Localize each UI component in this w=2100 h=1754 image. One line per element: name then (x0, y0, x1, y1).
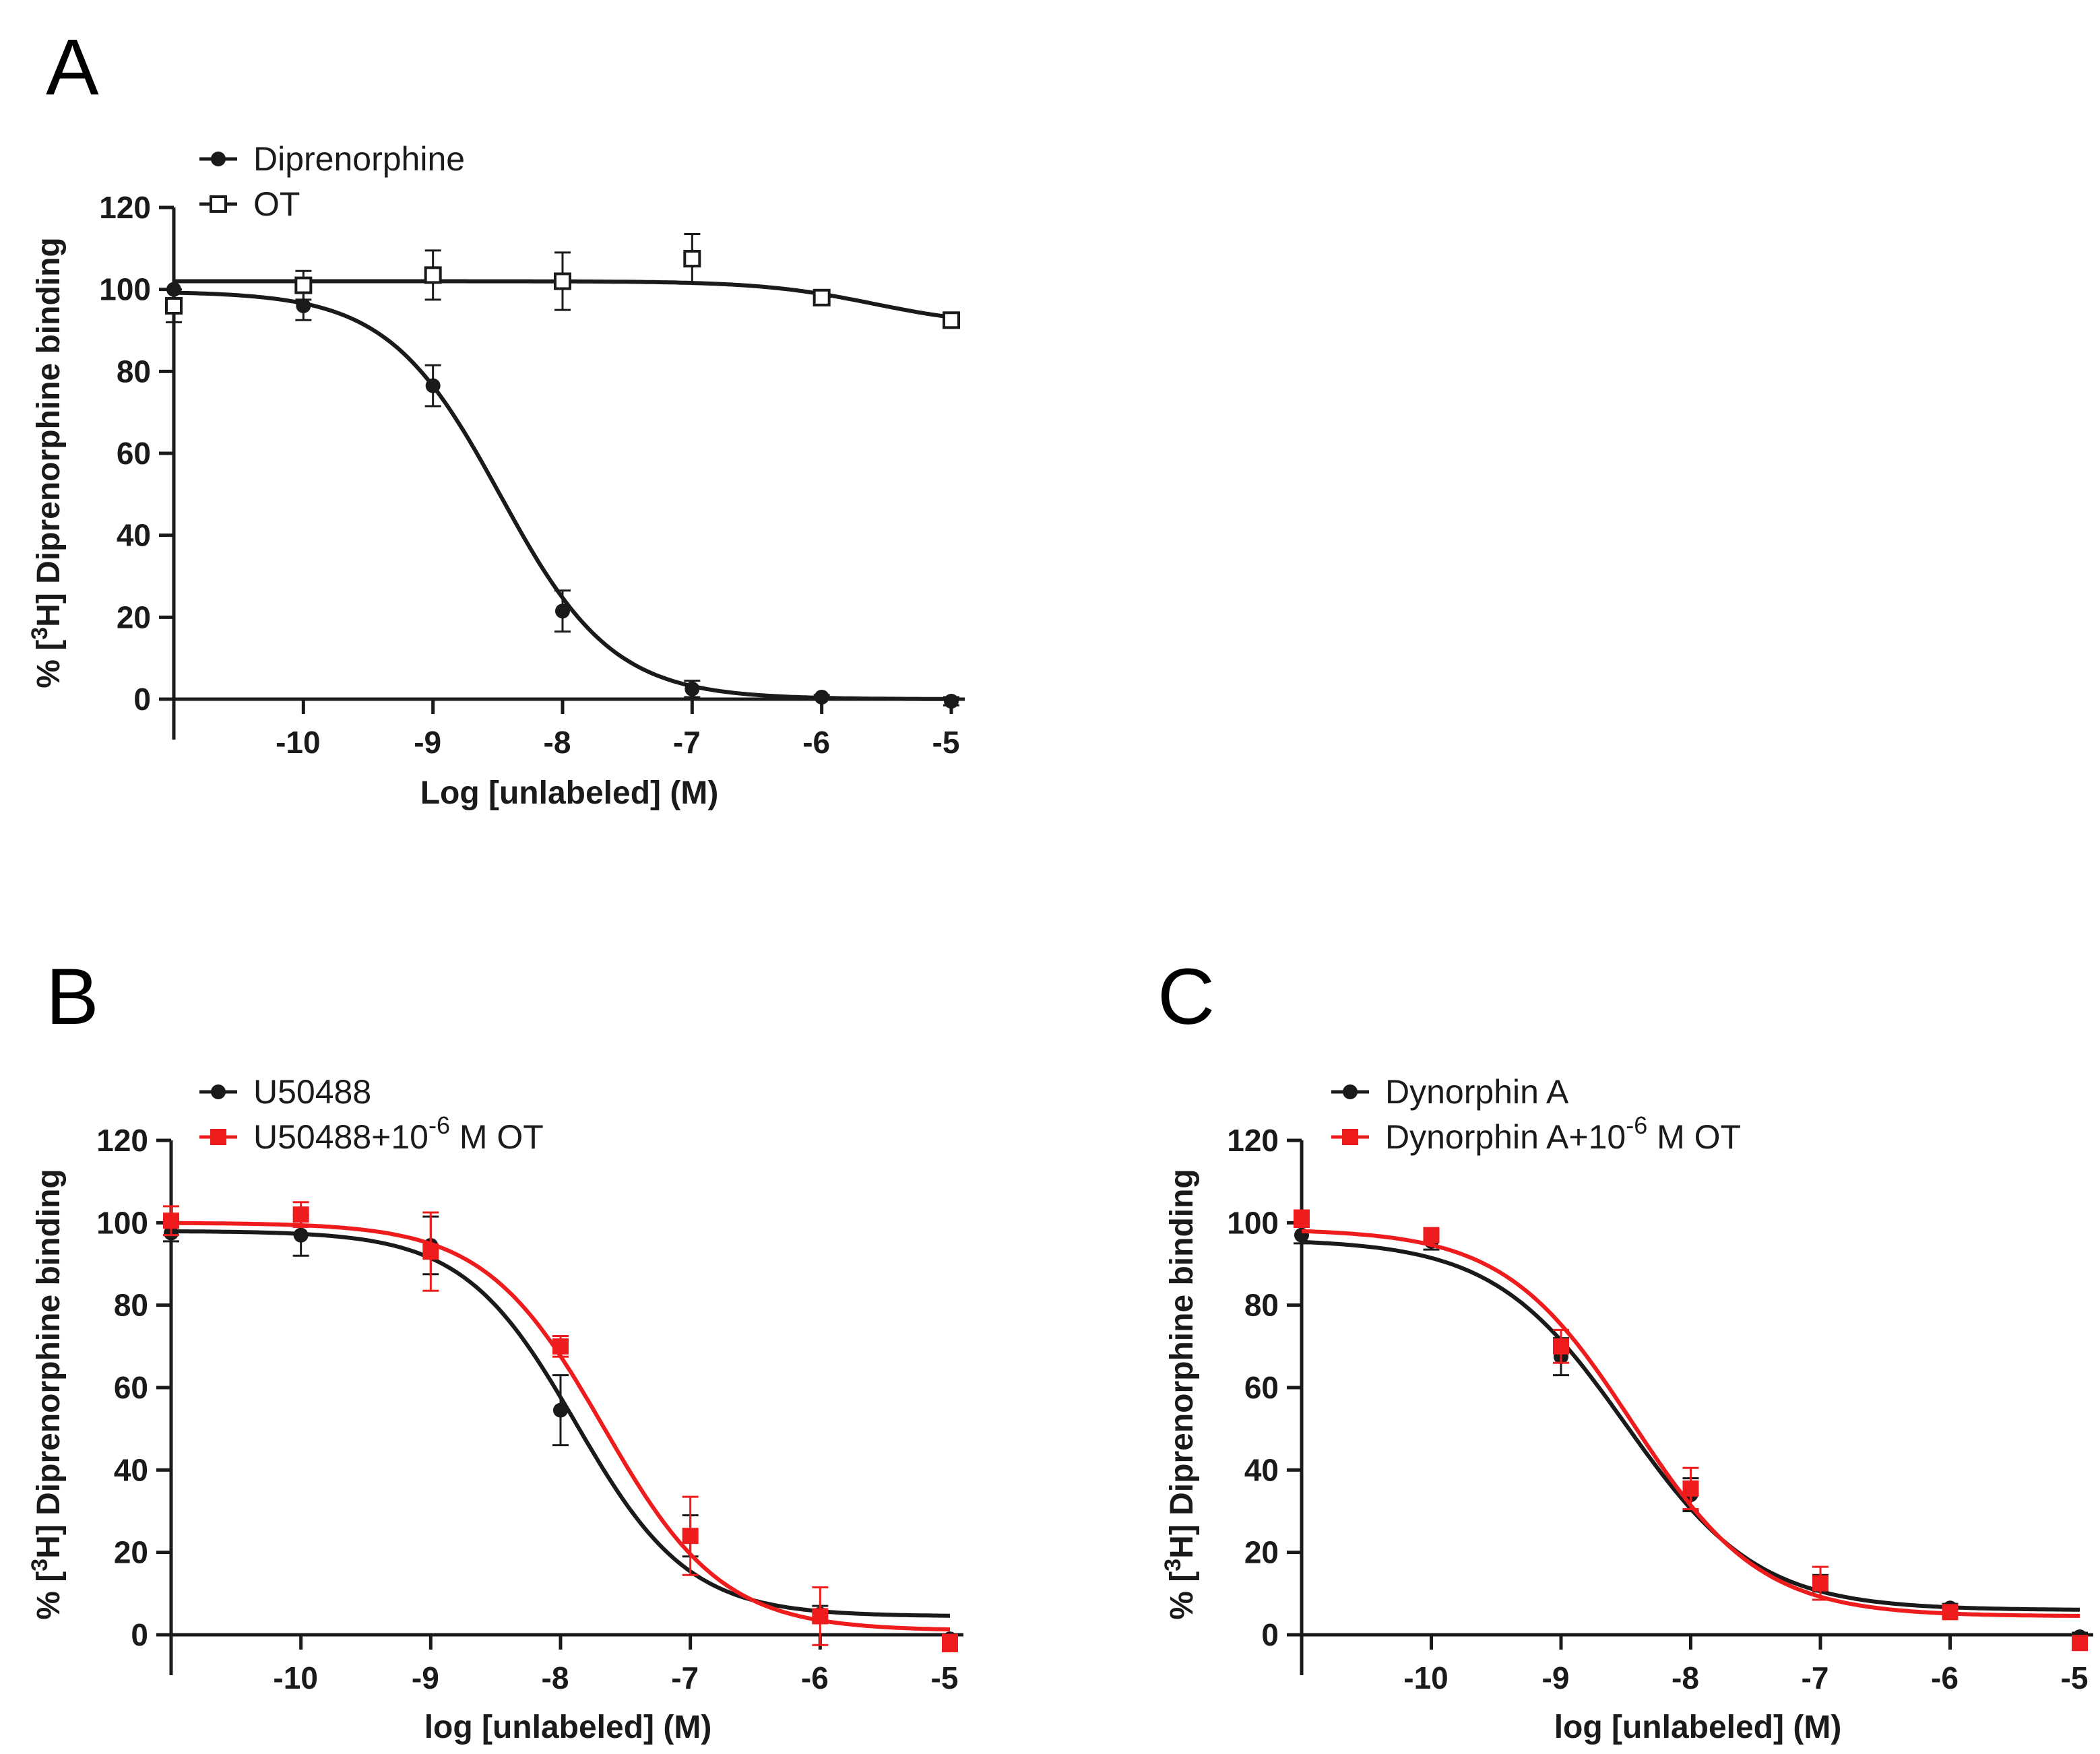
legend-marker-dynorphin-a-ot (1331, 1129, 1369, 1145)
panel-c-x-axis-title: log [unlabeled] (M) (1554, 1710, 1842, 1745)
panel-a: A % [3H] Diprenorphine binding Log [unla… (27, 23, 965, 811)
x-tick-label: -6 (1931, 1660, 1959, 1695)
x-tick-label: -5 (931, 1660, 959, 1695)
legend-marker-diprenorphine (199, 152, 237, 166)
panel-c-legend: Dynorphin A Dynorphin A+10-6 M OT (1331, 1073, 1741, 1156)
data-point-u50488 (553, 1402, 568, 1418)
data-point-u50488 (293, 1227, 309, 1243)
y-tick-label: 60 (1244, 1370, 1279, 1405)
y-tick-label: 0 (131, 1617, 148, 1652)
y-tick-label: 20 (1244, 1535, 1279, 1570)
panel-a-letter: A (46, 23, 99, 112)
y-tick-label: 20 (114, 1535, 148, 1570)
x-tick-label: -7 (1802, 1660, 1829, 1695)
y-tick-label: 20 (117, 599, 151, 635)
data-point-ot (683, 250, 701, 268)
legend-marker-dynorphin-a (1331, 1084, 1369, 1099)
data-point-u50488-10-m-ot (422, 1243, 439, 1260)
data-point-dynorphin-a-10-m-ot (1294, 1210, 1310, 1227)
x-tick-label: -10 (273, 1660, 317, 1695)
panel-a-legend: Diprenorphine OT (199, 140, 465, 223)
data-point-diprenorphine (296, 298, 311, 313)
y-tick-label: 0 (133, 682, 151, 717)
y-tick-label: 120 (99, 190, 151, 225)
data-point-ot (424, 266, 442, 284)
legend-label-ot: OT (253, 185, 300, 223)
data-point-diprenorphine (944, 694, 959, 709)
data-point-u50488-10-m-ot (942, 1635, 958, 1652)
y-tick-label: 80 (114, 1288, 148, 1323)
x-tick-label: -6 (801, 1660, 829, 1695)
panel-a-x-axis-title: Log [unlabeled] (M) (420, 775, 719, 811)
data-point-u50488-10-m-ot (552, 1338, 569, 1355)
data-point-ot (813, 288, 831, 306)
fit-curve-dynorphin-a-10-m-ot (1301, 1229, 2080, 1618)
y-tick-label: 60 (114, 1370, 148, 1405)
x-tick-label: -7 (671, 1660, 699, 1695)
data-point-ot (165, 297, 183, 315)
y-tick-label: 120 (1227, 1123, 1279, 1158)
data-point-dynorphin-a-10-m-ot (2072, 1635, 2088, 1652)
panel-b-x-axis-title: log [unlabeled] (M) (424, 1710, 712, 1745)
data-point-dynorphin-a-10-m-ot (1553, 1338, 1569, 1355)
data-point-diprenorphine (685, 681, 700, 696)
data-point-dynorphin-a-10-m-ot (1423, 1227, 1440, 1243)
data-point-ot (554, 272, 571, 290)
legend-label-dynorphin-a: Dynorphin A (1385, 1073, 1569, 1111)
data-point-u50488-10-m-ot (812, 1608, 829, 1625)
data-point-u50488-10-m-ot (682, 1528, 699, 1545)
data-point-dynorphin-a-10-m-ot (1812, 1575, 1828, 1592)
y-tick-label: 0 (1261, 1617, 1279, 1652)
panel-c-y-axis-title: % [3H] Diprenorphine binding (1160, 1169, 1200, 1620)
data-point-ot (294, 276, 313, 294)
legend-marker-u50488-ot (199, 1129, 237, 1145)
legend-label-u50488: U50488 (253, 1073, 371, 1111)
data-point-dynorphin-a-10-m-ot (1942, 1604, 1959, 1621)
y-tick-label: 40 (1244, 1452, 1279, 1487)
x-tick-label: -8 (544, 725, 571, 760)
x-tick-label: -8 (542, 1660, 569, 1695)
x-tick-label: -10 (276, 725, 320, 760)
x-tick-label: -9 (1542, 1660, 1570, 1695)
panel-a-y-axis-title: % [3H] Diprenorphine binding (27, 237, 67, 688)
data-point-dynorphin-a-10-m-ot (1682, 1480, 1699, 1497)
panel-c-letter: C (1157, 952, 1215, 1041)
x-tick-label: -8 (1672, 1660, 1699, 1695)
fit-curve-dynorphin-a (1301, 1239, 2080, 1612)
y-tick-label: 40 (114, 1452, 148, 1487)
x-tick-label: -9 (412, 1660, 439, 1695)
panel-b-y-axis-title: % [3H] Diprenorphine binding (27, 1169, 67, 1620)
y-tick-label: 40 (117, 518, 151, 553)
fit-curve-diprenorphine (173, 290, 951, 701)
data-point-u50488-10-m-ot (163, 1212, 179, 1229)
x-tick-label: -5 (2061, 1660, 2089, 1695)
legend-label-dynorphin-a-ot: Dynorphin A+10-6 M OT (1385, 1111, 1741, 1156)
y-tick-label: 100 (99, 272, 151, 307)
y-tick-label: 60 (117, 436, 151, 471)
x-tick-label: -9 (414, 725, 441, 760)
panel-c: C % [3H] Diprenorphine binding log [unla… (1157, 952, 2093, 1745)
legend-marker-u50488 (199, 1084, 237, 1099)
legend-label-diprenorphine: Diprenorphine (253, 140, 465, 178)
legend-label-u50488-ot: U50488+10-6 M OT (253, 1111, 544, 1156)
x-tick-label: -6 (802, 725, 830, 760)
x-tick-label: -10 (1403, 1660, 1448, 1695)
data-point-ot (943, 311, 960, 329)
y-tick-label: 80 (117, 354, 151, 389)
y-tick-label: 100 (1227, 1205, 1279, 1240)
panel-b: B % [3H] Diprenorphine binding log [unla… (27, 952, 963, 1745)
data-point-diprenorphine (425, 378, 441, 393)
legend-marker-ot (199, 195, 237, 213)
y-tick-label: 120 (96, 1123, 148, 1158)
y-tick-label: 80 (1244, 1288, 1279, 1323)
data-point-diprenorphine (555, 604, 570, 619)
panel-b-letter: B (46, 952, 99, 1041)
x-tick-label: -7 (673, 725, 701, 760)
data-point-u50488-10-m-ot (292, 1206, 309, 1223)
data-point-diprenorphine (814, 689, 829, 705)
panel-b-legend: U50488 U50488+10-6 M OT (199, 1073, 544, 1156)
x-tick-label: -5 (932, 725, 960, 760)
y-tick-label: 100 (96, 1205, 148, 1240)
